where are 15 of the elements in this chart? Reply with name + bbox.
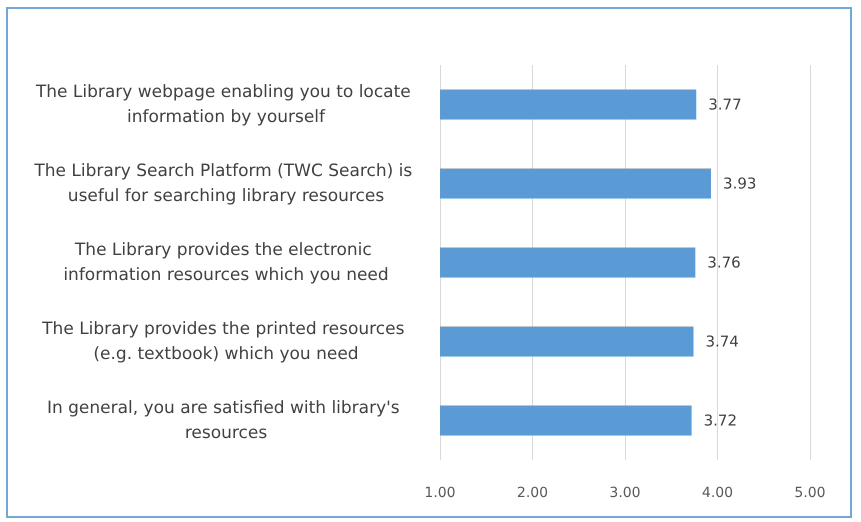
y-tick-label: The Library provides the printed resources (e.g. textbook) which you need bbox=[41, 319, 410, 364]
x-tick-label: 5.00 bbox=[794, 485, 826, 501]
x-tick-label: 4.00 bbox=[702, 485, 734, 501]
x-tick-label: 3.00 bbox=[609, 485, 641, 501]
data-label: 3.93 bbox=[723, 174, 756, 192]
data-label: 3.76 bbox=[707, 254, 741, 272]
x-tick-label: 2.00 bbox=[516, 485, 548, 501]
data-label: 3.74 bbox=[705, 332, 739, 350]
x-tick-label: 1.00 bbox=[424, 485, 456, 501]
y-tick-label: The Library webpage enabling you to locate information by yourself bbox=[34, 82, 416, 127]
y-tick-label: In general, you are satisfied with library's resources bbox=[46, 398, 406, 443]
y-tick-label: The Library provides the electronic information resources which you need bbox=[63, 240, 389, 285]
data-label: 3.77 bbox=[708, 96, 742, 114]
y-tick-label: The Library Search Platform (TWC Search) is useful for searching library resources bbox=[33, 161, 418, 206]
data-label: 3.72 bbox=[704, 412, 738, 430]
